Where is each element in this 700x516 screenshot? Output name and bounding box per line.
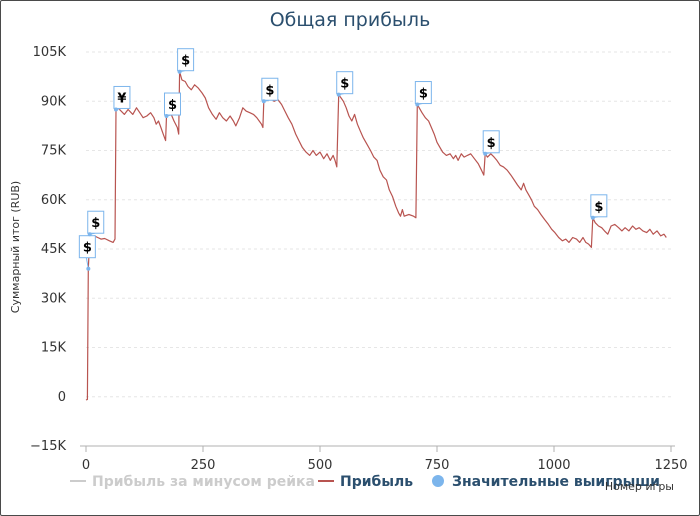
big-win-symbol: $ xyxy=(419,87,428,102)
y-tick-label: 60K xyxy=(41,193,67,208)
big-win-point[interactable] xyxy=(86,266,91,271)
big-win-point[interactable] xyxy=(177,69,182,74)
big-win-flag[interactable]: $ xyxy=(87,210,105,237)
big-win-flag-box xyxy=(78,235,96,259)
x-tick-label: 1250 xyxy=(654,458,687,473)
y-tick-label: 0 xyxy=(58,390,66,405)
big-win-flag-box xyxy=(87,210,105,234)
big-win-symbol: $ xyxy=(83,241,92,256)
big-win-symbol: $ xyxy=(265,83,274,98)
y-tick-label: 105K xyxy=(33,45,67,60)
chart-title: Общая прибыль xyxy=(270,9,431,31)
big-wins-markers[interactable]: $ $ ¥ $ $ $ $ $ $ $ xyxy=(78,48,608,271)
big-win-point[interactable] xyxy=(415,102,420,107)
big-win-flag[interactable]: ¥ xyxy=(113,85,131,112)
big-win-flag-box xyxy=(177,48,195,72)
big-win-flag[interactable]: $ xyxy=(414,81,432,107)
y-axis-ticks: −15K 0 15K 30K 45K 60K 75K 90K 105K xyxy=(30,45,66,454)
y-axis-title: Суммарный итог (RUB) xyxy=(9,181,22,313)
big-win-symbol: $ xyxy=(487,136,496,151)
y-tick-label: 45K xyxy=(41,242,67,257)
big-win-flag-box xyxy=(590,194,608,218)
big-win-point[interactable] xyxy=(164,114,169,119)
x-tick-label: 250 xyxy=(191,458,216,473)
big-win-point[interactable] xyxy=(261,99,266,104)
x-tick-label: 0 xyxy=(82,458,90,473)
big-win-point[interactable] xyxy=(336,92,341,97)
x-tick-label: 500 xyxy=(308,458,333,473)
big-win-point[interactable] xyxy=(590,215,595,220)
y-tick-label: 15K xyxy=(41,341,67,356)
big-win-symbol: $ xyxy=(91,216,100,231)
big-win-flag[interactable]: $ xyxy=(261,77,279,104)
legend-label: Прибыль xyxy=(340,474,413,490)
big-win-symbol: ¥ xyxy=(117,91,126,106)
big-win-flag-box xyxy=(261,77,279,101)
big-win-flag-box xyxy=(414,81,432,105)
legend-label: Значительные выигрыши xyxy=(452,474,660,490)
x-tick-label: 750 xyxy=(425,458,450,473)
big-win-flag[interactable]: $ xyxy=(78,235,96,271)
big-win-flag-box xyxy=(113,85,131,109)
big-win-flag-box xyxy=(336,71,354,95)
legend-symbol xyxy=(432,475,444,487)
profit-series[interactable] xyxy=(85,71,667,401)
big-win-flag[interactable]: $ xyxy=(590,194,608,220)
big-win-symbol: $ xyxy=(168,98,177,113)
legend-item[interactable]: Прибыль за минусом рейка xyxy=(70,474,315,490)
legend-item[interactable]: Прибыль xyxy=(318,474,413,490)
x-tick-label: 1000 xyxy=(537,458,570,473)
big-win-symbol: $ xyxy=(181,54,190,69)
big-win-flag-box xyxy=(482,130,500,154)
big-win-point[interactable] xyxy=(113,107,118,112)
big-win-flag[interactable]: $ xyxy=(482,130,500,156)
legend-label: Прибыль за минусом рейка xyxy=(92,474,315,490)
y-tick-label: 90K xyxy=(41,94,67,109)
big-win-point[interactable] xyxy=(483,151,488,156)
profit-line[interactable] xyxy=(85,71,667,401)
big-win-symbol: $ xyxy=(594,200,603,215)
legend-item[interactable]: Значительные выигрыши xyxy=(432,474,660,490)
big-win-flag[interactable]: $ xyxy=(336,71,354,97)
big-win-flag[interactable]: $ xyxy=(177,48,195,74)
x-axis: 0 250 500 750 1000 1250 xyxy=(80,445,688,473)
y-tick-label: −15K xyxy=(30,439,66,454)
big-win-flag[interactable]: $ xyxy=(163,92,181,119)
big-win-flag-box xyxy=(163,92,181,116)
big-win-point[interactable] xyxy=(87,232,92,237)
y-tick-label: 30K xyxy=(41,291,67,306)
x-axis-title: Номер игры xyxy=(605,480,674,493)
big-win-symbol: $ xyxy=(340,77,349,92)
y-tick-label: 75K xyxy=(41,144,67,159)
legend: Прибыль за минусом рейка Прибыль Значитель… xyxy=(70,474,660,490)
